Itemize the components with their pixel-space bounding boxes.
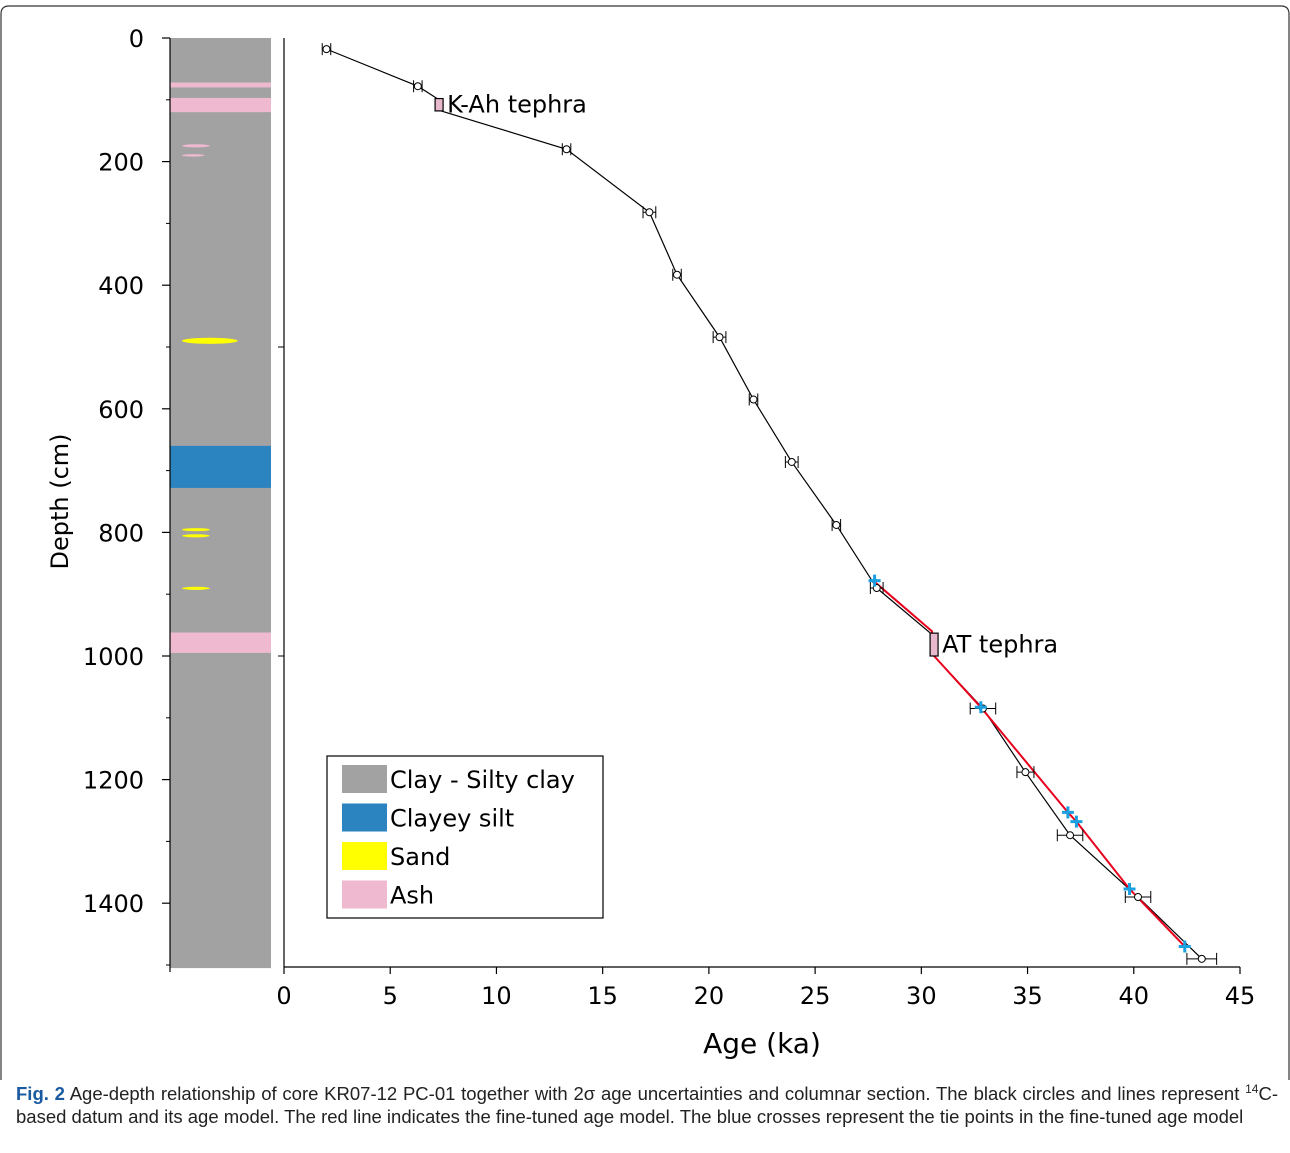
tie-point [1123, 882, 1136, 895]
layer [170, 82, 271, 88]
datum-point [749, 395, 758, 404]
layer [170, 97, 271, 113]
datum-point [1066, 831, 1075, 840]
lens [182, 528, 210, 532]
y-tick-label: 800 [98, 519, 144, 547]
lens [182, 144, 210, 148]
x-axis-label: Age (ka) [703, 1027, 821, 1060]
column-base [170, 38, 271, 969]
datum-point [562, 145, 571, 154]
datum-point [673, 270, 682, 279]
y-tick-label: 1200 [83, 767, 144, 795]
caption-label: Fig. 2 [16, 1083, 65, 1104]
x-tick-label: 35 [1012, 982, 1043, 1010]
y-tick-label: 1400 [83, 890, 144, 918]
x-tick-label: 15 [587, 982, 618, 1010]
legend-swatch [342, 803, 387, 832]
tephra [434, 97, 444, 112]
legend-label: Clay - Silty clay [390, 766, 575, 794]
x-tick-label: 0 [276, 982, 291, 1010]
legend-swatch [342, 842, 387, 870]
legend-label: Ash [390, 882, 434, 910]
tephra-label: K-Ah tephra [447, 91, 587, 119]
frame [0, 5, 1290, 1080]
datum-point [787, 457, 796, 466]
layer [170, 445, 271, 488]
tephra-label: AT tephra [942, 631, 1058, 659]
x-tick-label: 45 [1225, 982, 1256, 1010]
x-tick-label: 30 [906, 982, 937, 1010]
tie-point [868, 574, 881, 587]
datum-point [1134, 893, 1143, 902]
y-tick-label: 0 [129, 25, 144, 53]
datum-point [832, 520, 841, 529]
layer [170, 632, 271, 653]
lens [182, 534, 210, 538]
y-tick-label: 600 [98, 396, 144, 424]
y-axis-label: Depth (cm) [46, 433, 74, 569]
caption-superscript: 14 [1245, 1081, 1259, 1096]
tie-point [974, 701, 987, 714]
caption: Fig. 2 Age-depth relationship of core KR… [16, 1082, 1278, 1128]
caption-text: Age-depth relationship of core KR07-12 P… [69, 1083, 1240, 1104]
y-tick-label: 1000 [83, 643, 144, 671]
x-tick-label: 5 [383, 982, 398, 1010]
x-tick-label: 25 [800, 982, 831, 1010]
lens [182, 154, 205, 157]
x-tick-label: 40 [1119, 982, 1150, 1010]
lens [182, 337, 238, 344]
datum-point [1021, 768, 1030, 777]
tie-point [1061, 806, 1074, 819]
tie-point [1070, 815, 1083, 828]
datum-point [645, 208, 654, 217]
y-tick-label: 200 [98, 149, 144, 177]
y-tick-label: 400 [98, 272, 144, 300]
datum-point [413, 82, 422, 91]
datum-point [1197, 954, 1206, 963]
chart: 0 200 400 600 800 1000 1200 1400 Depth (cm) 0 5 10 1… [0, 5, 1290, 1080]
datum-point [715, 333, 724, 342]
datum-point [322, 45, 331, 54]
x-tick-label: 10 [481, 982, 512, 1010]
x-tick-label: 20 [694, 982, 725, 1010]
legend-swatch [342, 880, 387, 909]
lens [182, 586, 210, 590]
legend-label: Clayey silt [390, 805, 514, 833]
tie-point [1178, 940, 1191, 953]
caption-text: C-based datum and its age model. The red… [16, 1083, 1279, 1127]
tephra [929, 632, 939, 657]
legend-label: Sand [390, 843, 450, 871]
legend-swatch [342, 765, 387, 793]
